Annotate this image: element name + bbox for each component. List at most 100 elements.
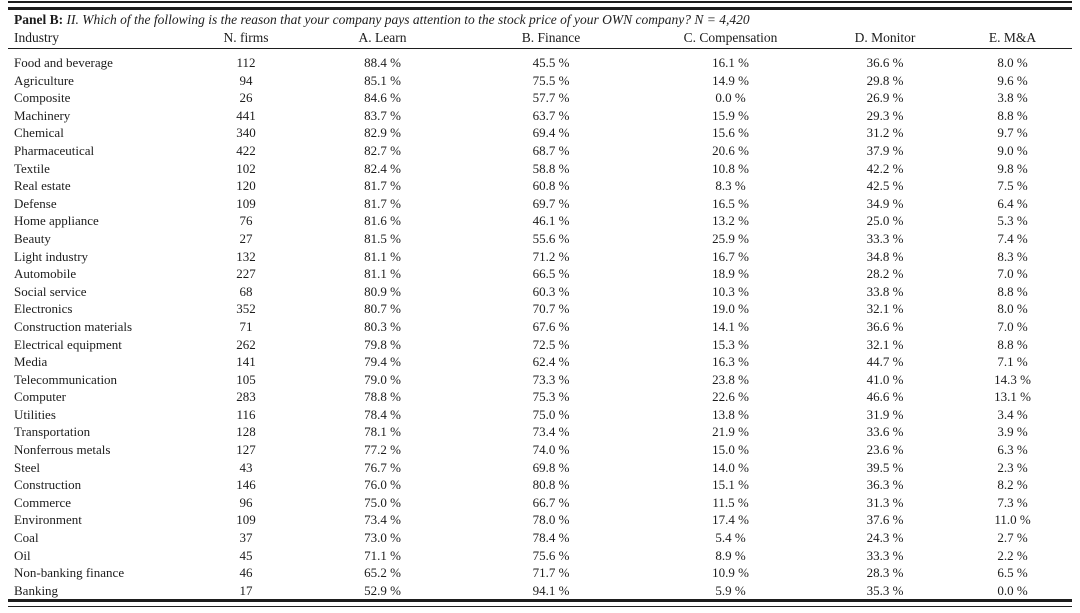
- table-row: Coal 37 73.0 % 78.4 % 5.4 % 24.3 % 2.7 %: [8, 529, 1072, 547]
- value-cell: 9.7 %: [997, 125, 1028, 141]
- value-cell: 36.6 %: [866, 55, 904, 70]
- value-cell: 74.0 %: [532, 442, 570, 458]
- value-cell: 13.2 %: [712, 213, 749, 229]
- value-cell: 82.9 %: [364, 125, 401, 141]
- value-cell: 16.3 %: [712, 354, 749, 370]
- table-row: Construction 146 76.0 % 80.8 % 15.1 % 36.3 % 8…: [8, 476, 1072, 494]
- value-cell: 78.8 %: [364, 389, 401, 405]
- value-cell: 58.8 %: [532, 160, 570, 176]
- industry-cell: Non-banking finance: [14, 565, 125, 581]
- value-cell: 55.6 %: [532, 230, 570, 246]
- value-cell: 69.4 %: [532, 125, 570, 141]
- value-cell: 37.9 %: [866, 142, 904, 158]
- value-cell: 36.6 %: [866, 318, 904, 334]
- value-cell: 3.9 %: [997, 424, 1028, 440]
- top-rule: [8, 7, 1072, 10]
- value-cell: 13.8 %: [712, 406, 749, 422]
- table-row: Defense 109 81.7 % 69.7 % 16.5 % 34.9 % 6.4 %: [8, 195, 1072, 213]
- value-cell: 45.5 %: [532, 55, 570, 70]
- value-cell: 25.0 %: [866, 213, 904, 229]
- value-cell: 16.1 %: [712, 55, 749, 70]
- industry-cell: Pharmaceutical: [14, 142, 95, 158]
- value-cell: 15.3 %: [712, 336, 749, 352]
- table-row: Electrical equipment 262 79.8 % 72.5 % 15.3 …: [8, 336, 1072, 354]
- col-header-finance: B. Finance: [458, 28, 644, 49]
- table-row: Electronics 352 80.7 % 70.7 % 19.0 % 32.1 % 8.…: [8, 300, 1072, 318]
- value-cell: 60.3 %: [532, 283, 570, 299]
- value-cell: 10.3 %: [712, 283, 749, 299]
- value-cell: 68.7 %: [532, 142, 570, 158]
- industry-cell: Automobile: [14, 266, 77, 282]
- value-cell: 17: [239, 582, 253, 598]
- value-cell: 14.9 %: [712, 72, 749, 88]
- value-cell: 7.3 %: [997, 494, 1028, 510]
- panel-question: II. Which of the following is the reason…: [66, 12, 750, 27]
- value-cell: 96: [239, 494, 253, 510]
- value-cell: 441: [236, 107, 256, 123]
- value-cell: 227: [236, 266, 256, 282]
- industry-cell: Electronics: [14, 301, 73, 317]
- value-cell: 46.6 %: [866, 389, 904, 405]
- value-cell: 26.9 %: [866, 90, 904, 106]
- header-row: Industry N. firms A. Learn B. Finance C.…: [8, 28, 1072, 49]
- table-row: Pharmaceutical 422 82.7 % 68.7 % 20.6 % 37.9 …: [8, 142, 1072, 160]
- col-header-industry: Industry: [8, 28, 185, 49]
- value-cell: 20.6 %: [712, 142, 749, 158]
- col-header-monitor: D. Monitor: [817, 28, 953, 49]
- value-cell: 43: [239, 459, 253, 475]
- value-cell: 14.0 %: [712, 459, 749, 475]
- value-cell: 75.3 %: [532, 389, 570, 405]
- table-row: Banking 17 52.9 % 94.1 % 5.9 % 35.3 % 0.0 %: [8, 582, 1072, 600]
- value-cell: 22.6 %: [712, 389, 749, 405]
- value-cell: 340: [236, 125, 256, 141]
- value-cell: 39.5 %: [866, 459, 904, 475]
- table-row: Light industry 132 81.1 % 71.2 % 16.7 % 34.8 …: [8, 248, 1072, 266]
- value-cell: 109: [236, 195, 256, 211]
- value-cell: 9.8 %: [997, 160, 1028, 176]
- value-cell: 10.8 %: [712, 160, 749, 176]
- value-cell: 8.0 %: [997, 55, 1028, 70]
- value-cell: 15.6 %: [712, 125, 749, 141]
- industry-cell: Defense: [14, 195, 57, 211]
- value-cell: 16.5 %: [712, 195, 749, 211]
- table-row: Agriculture 94 85.1 % 75.5 % 14.9 % 29.8 % 9.6…: [8, 72, 1072, 90]
- industry-table: Industry N. firms A. Learn B. Finance C.…: [8, 28, 1072, 599]
- col-header-ma: E. M&A: [953, 28, 1072, 49]
- table-row: Beauty 27 81.5 % 55.6 % 25.9 % 33.3 % 7.4 %: [8, 230, 1072, 248]
- value-cell: 105: [236, 371, 256, 387]
- value-cell: 15.0 %: [712, 442, 749, 458]
- table-row: Steel 43 76.7 % 69.8 % 14.0 % 39.5 % 2.3 %: [8, 459, 1072, 477]
- value-cell: 2.2 %: [997, 547, 1028, 563]
- value-cell: 3.4 %: [997, 406, 1028, 422]
- value-cell: 8.8 %: [997, 283, 1028, 299]
- table-row: Machinery 441 83.7 % 63.7 % 15.9 % 29.3 % 8.8 …: [8, 107, 1072, 125]
- value-cell: 19.0 %: [712, 301, 749, 317]
- value-cell: 15.1 %: [712, 477, 749, 493]
- value-cell: 5.9 %: [715, 582, 746, 598]
- value-cell: 42.2 %: [866, 160, 904, 176]
- industry-cell: Telecommunication: [14, 371, 118, 387]
- industry-cell: Composite: [14, 90, 71, 106]
- value-cell: 146: [236, 477, 256, 493]
- value-cell: 112: [236, 55, 256, 70]
- value-cell: 7.5 %: [997, 178, 1028, 194]
- bottom-rule: [8, 599, 1072, 602]
- value-cell: 34.9 %: [866, 195, 904, 211]
- table-row: Social service 68 80.9 % 60.3 % 10.3 % 33.8 %…: [8, 283, 1072, 301]
- value-cell: 68: [239, 283, 253, 299]
- value-cell: 8.8 %: [997, 336, 1028, 352]
- value-cell: 75.5 %: [532, 72, 570, 88]
- table-row: Oil 45 71.1 % 75.6 % 8.9 % 33.3 % 2.2 %: [8, 547, 1072, 565]
- value-cell: 10.9 %: [712, 565, 749, 581]
- industry-cell: Beauty: [14, 230, 51, 246]
- industry-cell: Light industry: [14, 248, 89, 264]
- value-cell: 5.4 %: [715, 530, 746, 546]
- value-cell: 8.0 %: [997, 301, 1028, 317]
- value-cell: 82.7 %: [364, 142, 401, 158]
- value-cell: 7.4 %: [997, 230, 1028, 246]
- value-cell: 141: [236, 354, 256, 370]
- table-row: Textile 102 82.4 % 58.8 % 10.8 % 42.2 % 9.8 %: [8, 160, 1072, 178]
- table-row: Chemical 340 82.9 % 69.4 % 15.6 % 31.2 % 9.7 %: [8, 124, 1072, 142]
- value-cell: 81.5 %: [364, 230, 401, 246]
